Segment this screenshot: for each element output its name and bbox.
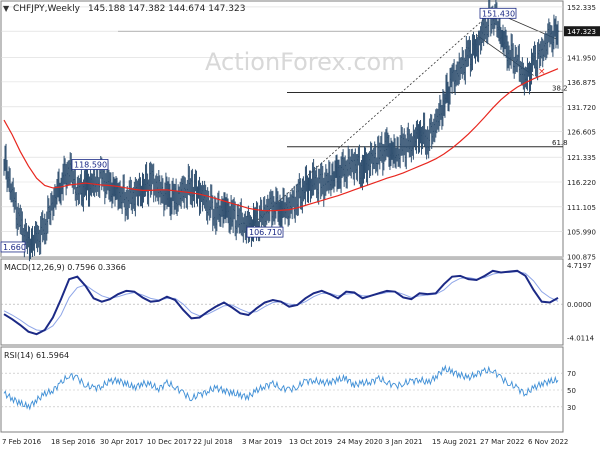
swing-label-box xyxy=(0,241,26,253)
swing-label-box xyxy=(246,226,284,238)
dashed-projection-line xyxy=(248,11,494,229)
time-axis-tick: 6 Nov 2022 xyxy=(528,438,568,446)
time-axis-tick: 7 Feb 2016 xyxy=(2,438,42,446)
swing-label-box xyxy=(479,7,517,19)
time-axis-tick: 24 May 2020 xyxy=(337,438,383,446)
symbol-icon: ▼ xyxy=(3,4,10,13)
macd-axis-tick: -4.0114 xyxy=(567,335,595,343)
swing-label-box xyxy=(71,159,109,170)
reversal-marker: × xyxy=(538,67,546,77)
rsi-axis-tick: 50 xyxy=(567,387,576,395)
watermark: ActionForex.com xyxy=(205,48,405,76)
ohlc-readout: 145.188 147.382 144.674 147.323 xyxy=(88,4,245,14)
fibonacci-level-label: 38.2 xyxy=(552,85,568,93)
time-axis-tick: 18 Sep 2016 xyxy=(51,438,96,446)
rsi-axis-tick: 70 xyxy=(567,370,576,378)
price-axis-tick: 116.220 xyxy=(567,179,596,187)
time-axis-tick: 30 Apr 2017 xyxy=(100,438,143,446)
fibonacci-level-label: 61.8 xyxy=(552,139,568,147)
rsi-title: RSI(14) 61.5964 xyxy=(4,351,69,360)
time-axis-tick: 13 Oct 2019 xyxy=(289,438,332,446)
swing-label: 151.430 xyxy=(482,9,515,18)
price-axis-tick: 121.335 xyxy=(567,154,596,162)
swing-label: 106.710 xyxy=(249,228,282,237)
rsi-panel-frame xyxy=(0,346,564,433)
current-price-label: 147.323 xyxy=(567,28,596,36)
price-axis-tick: 126.605 xyxy=(567,129,596,137)
current-price-badge xyxy=(564,26,600,37)
swing-label: 118.590 xyxy=(74,161,107,170)
time-axis-tick: 22 Jul 2018 xyxy=(193,438,233,446)
time-axis-tick: 27 Mar 2022 xyxy=(480,438,524,446)
symbol-timeframe-label: CHFJPY,Weekly xyxy=(13,4,81,14)
price-axis-tick: 152.335 xyxy=(567,4,596,12)
rsi-line xyxy=(3,364,559,411)
rsi-axis-tick: 30 xyxy=(567,404,576,412)
price-axis-tick: 100.875 xyxy=(567,253,596,261)
time-axis-tick: 15 Aug 2021 xyxy=(432,438,477,446)
time-axis-tick: 10 Dec 2017 xyxy=(147,438,192,446)
macd-panel-frame xyxy=(0,258,564,346)
time-axis-tick: 3 Jan 2021 xyxy=(385,438,423,446)
time-axis-tick: 3 Mar 2019 xyxy=(242,438,282,446)
price-axis-tick: 111.105 xyxy=(567,204,596,212)
price-axis-tick: 131.720 xyxy=(567,104,596,112)
price-axis-tick: 141.950 xyxy=(567,54,596,62)
price-panel-frame xyxy=(0,0,564,258)
moving-average-line xyxy=(3,68,559,212)
swing-label: 1.660 xyxy=(3,243,26,252)
price-axis-tick: 105.990 xyxy=(567,229,596,237)
macd-axis-tick: 0.0000 xyxy=(567,301,592,309)
macd-axis-tick: 4.7197 xyxy=(567,262,592,270)
macd-line xyxy=(3,269,559,336)
macd-title: MACD(12,26,9) 0.7596 0.3366 xyxy=(4,263,126,272)
price-axis-tick: 136.875 xyxy=(567,79,596,87)
